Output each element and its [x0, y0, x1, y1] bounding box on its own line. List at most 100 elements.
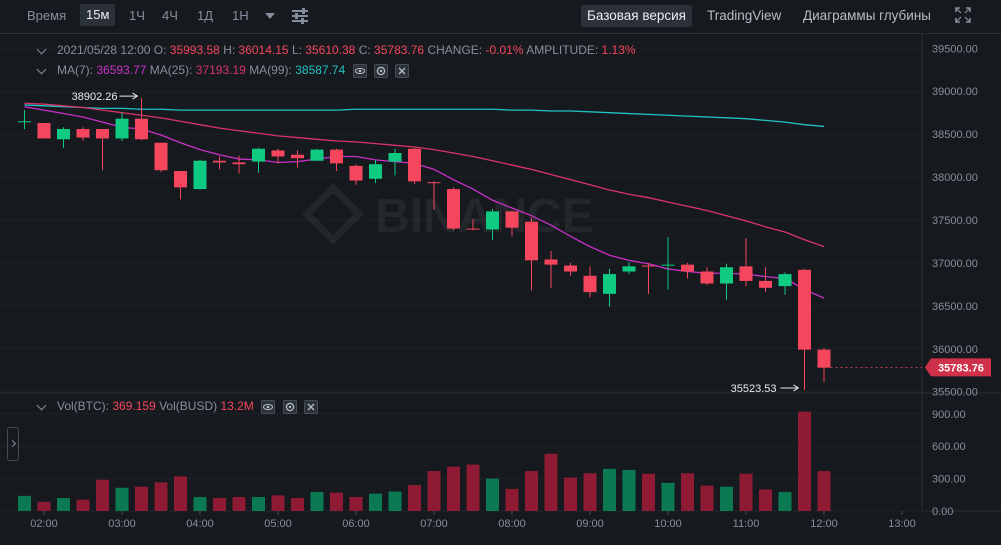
volume-bar — [642, 473, 655, 511]
volume-bar — [466, 464, 480, 511]
volume-bar — [759, 489, 772, 511]
interval-4h[interactable]: 4Ч — [162, 8, 178, 23]
volume-bar — [739, 473, 753, 511]
volume-legend: Vol(BTC): 369.159 Vol(BUSD) 13.2M — [0, 398, 318, 414]
binance-logo-icon — [302, 183, 364, 245]
chart-settings-icon[interactable] — [292, 8, 308, 24]
close-icon[interactable] — [303, 399, 318, 414]
time-tick-label: 13:00 — [888, 518, 916, 530]
volume-bar — [271, 495, 285, 511]
candle-date: 2021/05/28 12:00 — [57, 43, 151, 57]
volume-bar — [408, 485, 421, 511]
candle-down — [759, 280, 772, 288]
volume-bar — [817, 471, 831, 511]
candle-up — [115, 118, 129, 139]
volume-bar — [76, 499, 90, 511]
time-tick-label: 05:00 — [264, 518, 292, 530]
time-tick-label: 03:00 — [108, 518, 136, 530]
volume-bar — [486, 478, 499, 511]
close-icon[interactable] — [395, 63, 410, 78]
volume-bar — [564, 477, 577, 511]
interval-1w[interactable]: 1Н — [232, 8, 249, 23]
volume-bar — [330, 492, 343, 511]
volume-bar — [661, 482, 675, 511]
expand-panel-chevron-right-icon[interactable] — [7, 427, 19, 461]
candle-up — [661, 264, 675, 266]
candle-down — [349, 165, 363, 181]
ma7-value: 36593.77 — [96, 63, 147, 77]
time-tick-label: 04:00 — [186, 518, 214, 530]
candle-down — [271, 150, 285, 157]
interval-15m[interactable]: 15м — [80, 4, 116, 26]
last-price-label: 35783.76 — [938, 362, 984, 374]
candle-down — [174, 171, 187, 188]
vol-btc-value: 369.159 — [112, 399, 156, 413]
ma-legend: MA(7): 36593.77 MA(25): 37193.19 MA(99):… — [0, 62, 410, 78]
volume-bar — [388, 491, 402, 511]
open-value: 35993.58 — [169, 43, 220, 57]
eye-icon[interactable] — [352, 63, 367, 78]
candle-down — [798, 269, 811, 350]
price-tick-label: 38000.00 — [932, 172, 978, 184]
price-tick-label: 35500.00 — [932, 387, 978, 399]
volume-bar — [37, 501, 51, 511]
volume-bar — [193, 496, 207, 511]
volume-tick-label: 900.00 — [932, 409, 966, 421]
volume-bar — [252, 496, 265, 511]
interval-1h[interactable]: 1Ч — [129, 8, 145, 23]
ma7-line — [24, 106, 825, 299]
volume-bar — [135, 486, 148, 511]
candle-down — [447, 189, 460, 229]
toolbar: Время 15м 1Ч 4Ч 1Д 1Н Базовая версия Tra… — [0, 0, 1001, 34]
volume-bar — [57, 498, 70, 511]
collapse-chevron-icon[interactable] — [36, 400, 47, 411]
volume-bar — [505, 488, 519, 511]
ma99-value: 38587.74 — [295, 63, 346, 77]
candle-up — [388, 153, 402, 162]
time-tick-label: 07:00 — [420, 518, 448, 530]
close-value: 35783.76 — [374, 43, 425, 57]
more-intervals-chevron-down-icon[interactable] — [265, 13, 275, 19]
arrow-right-icon — [793, 384, 799, 392]
volume-bar — [232, 496, 246, 511]
high-value: 36014.15 — [238, 43, 289, 57]
view-basic[interactable]: Базовая версия — [581, 5, 692, 27]
candle-up — [778, 274, 792, 287]
volume-tick-label: 0.00 — [932, 506, 953, 518]
candle-down — [681, 264, 694, 272]
collapse-chevron-icon[interactable] — [36, 44, 47, 55]
interval-1d[interactable]: 1Д — [197, 8, 214, 23]
ohlc-legend: 2021/05/28 12:00 O: 35993.58 H: 36014.15… — [0, 42, 636, 58]
candle-down — [135, 118, 148, 140]
arrow-right-icon — [132, 92, 138, 100]
view-tradingview[interactable]: TradingView — [707, 8, 782, 23]
volume-bar — [622, 469, 636, 511]
candle-down — [564, 265, 577, 272]
candle-down — [739, 266, 753, 281]
price-tick-label: 36500.00 — [932, 301, 978, 313]
candle-down — [583, 275, 597, 293]
time-tick-label: 12:00 — [810, 518, 838, 530]
volume-bar — [603, 468, 616, 511]
volume-bar — [427, 471, 441, 511]
candle-up — [310, 149, 324, 161]
settings-gear-icon[interactable] — [282, 399, 297, 414]
price-tick-label: 36000.00 — [932, 344, 978, 356]
volume-bar — [310, 492, 324, 511]
volume-bar — [369, 493, 382, 511]
eye-icon[interactable] — [261, 399, 276, 414]
candle-up — [603, 274, 616, 294]
last-price-badge — [925, 358, 991, 377]
volume-bar — [681, 473, 694, 511]
settings-gear-icon[interactable] — [373, 63, 388, 78]
collapse-chevron-icon[interactable] — [36, 64, 47, 75]
volume-bar — [447, 466, 460, 511]
view-depth-chart[interactable]: Диаграммы глубины — [803, 8, 931, 23]
volume-bar — [96, 479, 109, 511]
binance-watermark: BINANCE — [302, 183, 594, 245]
watermark-text: BINANCE — [375, 190, 594, 243]
fullscreen-icon[interactable] — [955, 7, 971, 23]
time-label[interactable]: Время — [27, 8, 67, 23]
candle-down — [330, 149, 343, 164]
